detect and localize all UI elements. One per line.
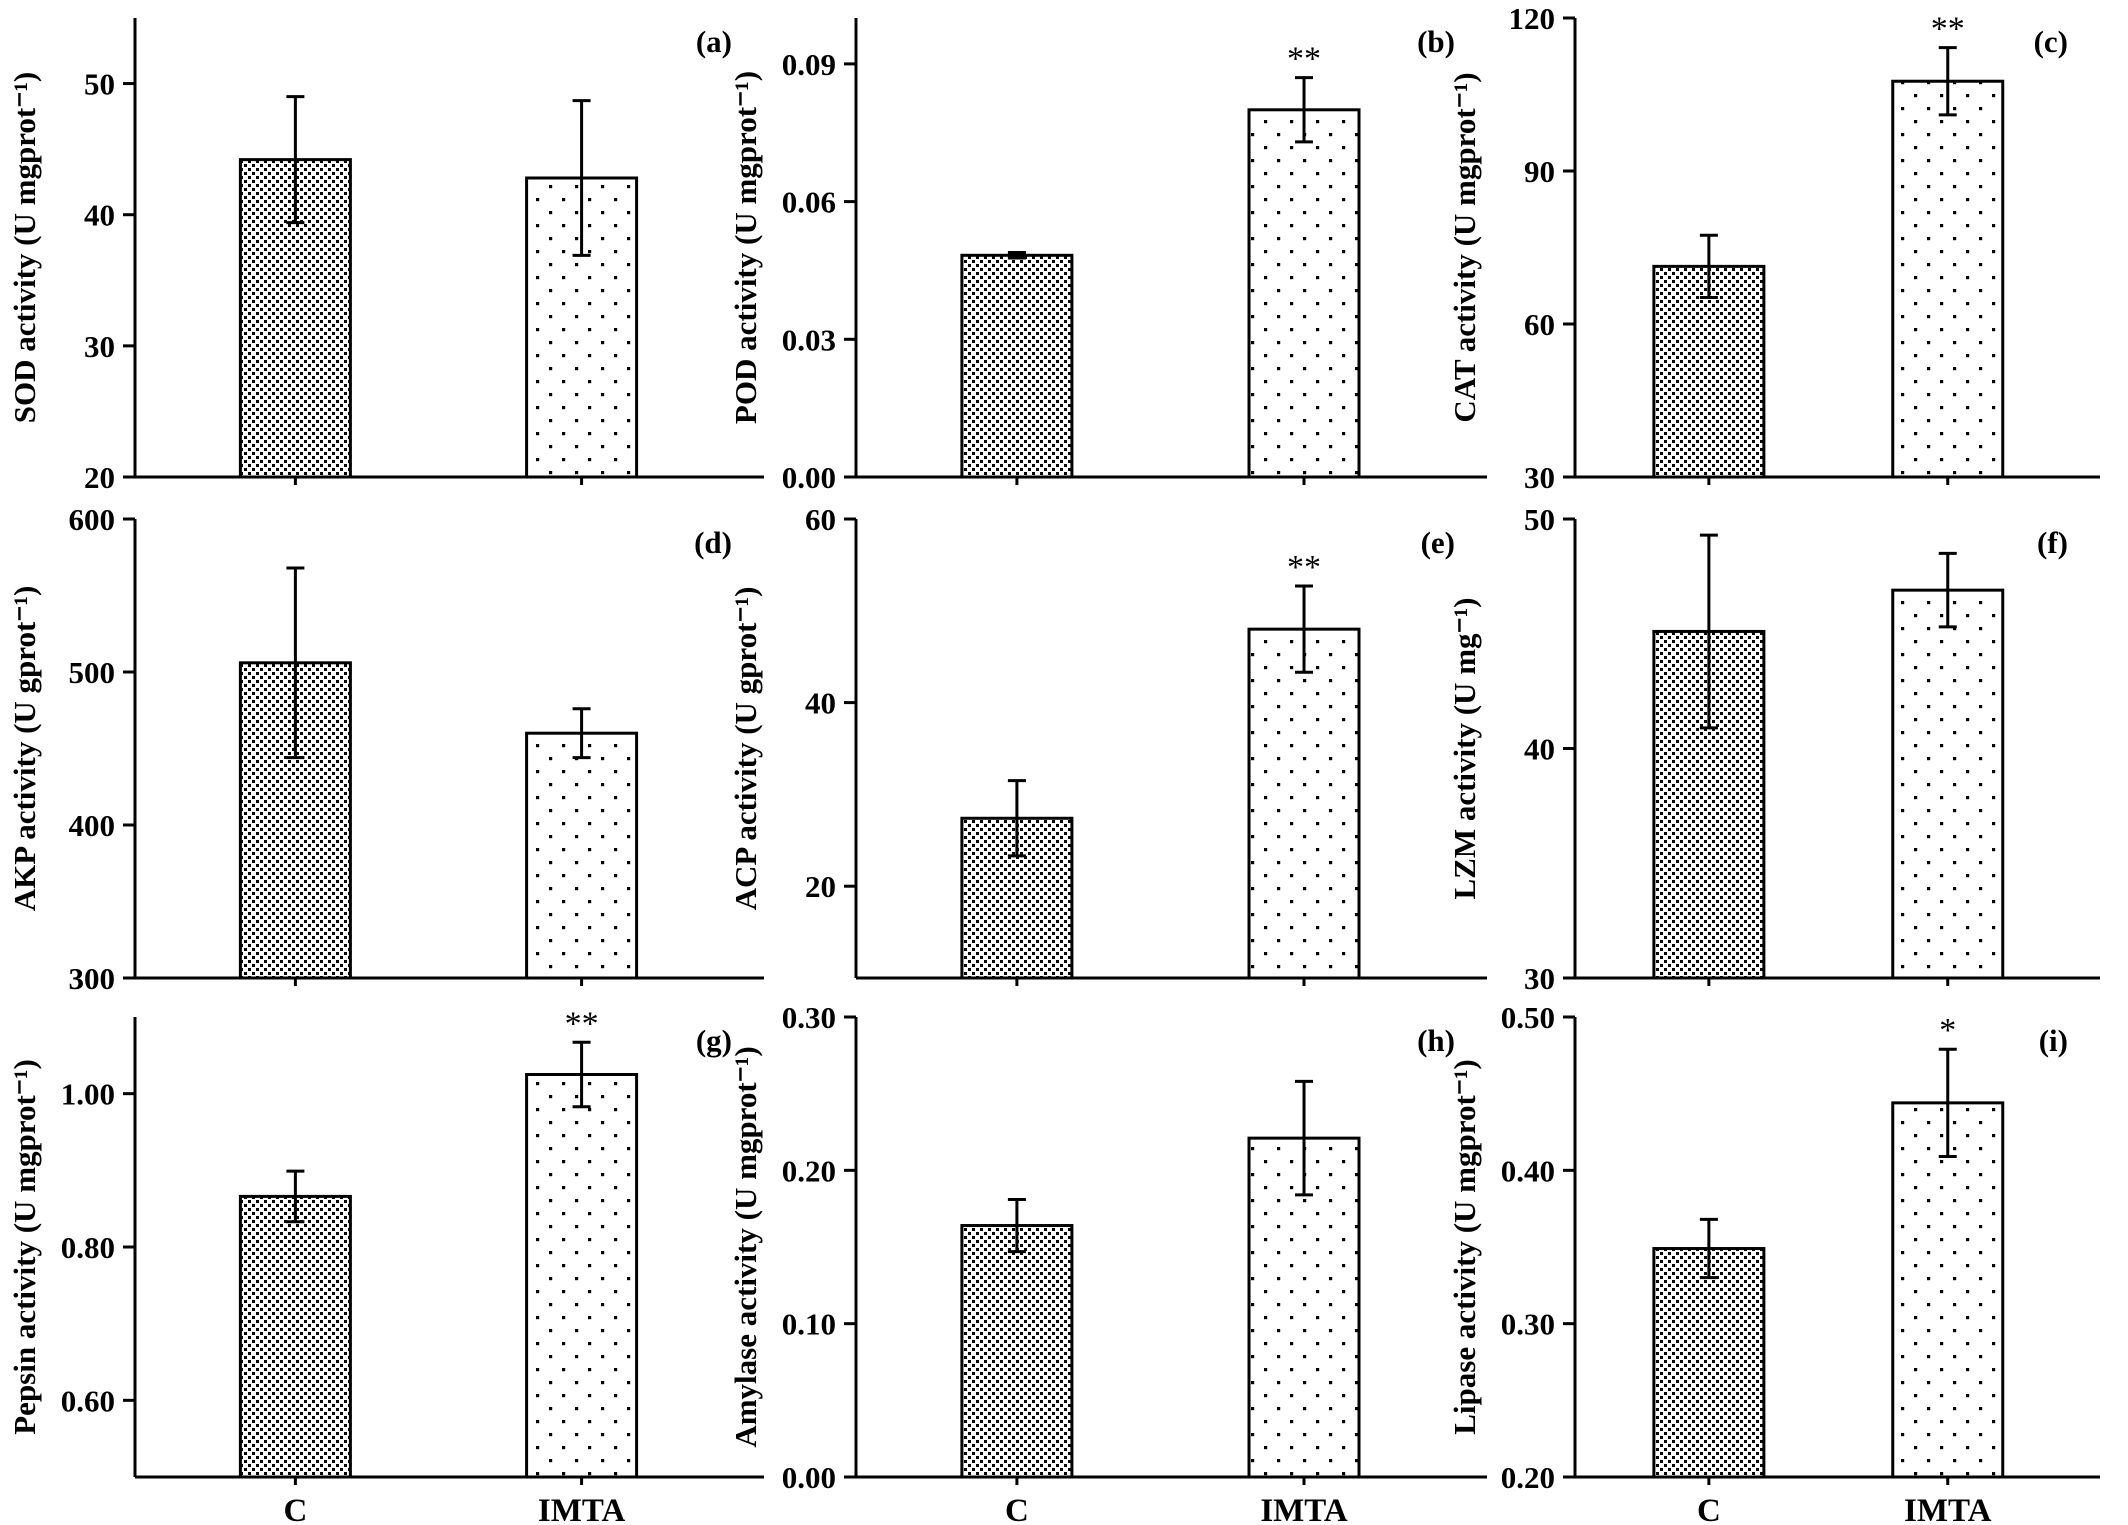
bar-imta [1891, 588, 2005, 980]
y-tick-label: 0.00 [782, 460, 836, 495]
chart-panel-6: 30 40 50 (f) LZM activity (U mg⁻¹) [1447, 502, 2100, 996]
x-tick-label: IMTA [538, 1493, 626, 1525]
y-tick-label: 40 [1524, 732, 1555, 767]
chart-panel-2: ** 0.00 0.03 0.06 0.09 (b) POD activity (U mgp… [728, 18, 1487, 495]
bar-imta [1247, 108, 1361, 479]
y-tick-label: 40 [84, 198, 115, 233]
y-tick-label: 90 [1524, 154, 1555, 189]
y-tick-label: 30 [84, 329, 115, 364]
y-tick-label: 0.20 [1501, 1460, 1555, 1495]
y-axis-label: AKP activity (U gprot⁻¹) [7, 586, 42, 912]
x-tick-label: IMTA [1260, 1493, 1348, 1525]
y-tick-label: 60 [805, 502, 836, 537]
x-tick-label: C [283, 1493, 307, 1525]
significance-marker: ** [565, 1005, 599, 1042]
y-axis-label: Pepsin activity (U mgprot⁻¹) [7, 1059, 42, 1435]
y-tick-label: 30 [1524, 460, 1555, 495]
y-tick-label: 50 [1524, 502, 1555, 537]
bar-c [238, 1194, 352, 1479]
y-tick-label: 0.30 [782, 1000, 836, 1035]
chart-panel-8: 0.00 0.10 0.20 0.30 C IMTA (h) Amylase activity… [728, 1000, 1487, 1525]
bar-c [960, 1224, 1074, 1479]
y-tick-label: 0.09 [782, 47, 836, 82]
panel-label: (g) [696, 1023, 732, 1058]
bar-imta [525, 731, 639, 980]
y-tick-label: 0.10 [782, 1307, 836, 1342]
y-tick-label: 40 [805, 686, 836, 721]
chart-panel-7: ** 0.60 0.80 1.00 C IMTA (g) Pepsin activity (U… [7, 1005, 764, 1525]
y-axis-label: LZM activity (U mg⁻¹) [1447, 597, 1482, 899]
y-tick-label: 0.60 [61, 1383, 115, 1418]
bar-c [1652, 1247, 1766, 1479]
chart-panel-9: * 0.20 0.30 0.40 0.50 C IMTA (i) Lipase activity… [1447, 1000, 2100, 1525]
y-axis-label: Lipase activity (U mgprot⁻¹) [1447, 1059, 1482, 1435]
x-tick-label: C [1005, 1493, 1029, 1525]
y-tick-label: 0.50 [1501, 1000, 1555, 1035]
y-tick-label: 0.03 [782, 322, 836, 357]
panel-label: (d) [694, 525, 732, 560]
panel-label: (h) [1417, 1023, 1455, 1058]
y-tick-label: 0.06 [782, 185, 836, 220]
y-axis-label: SOD activity (U mgprot⁻¹) [7, 72, 42, 423]
bar-c [960, 253, 1074, 479]
chart-panel-4: 300 400 500 600 (d) AKP activity (U gprot⁻¹) [7, 502, 764, 996]
x-tick-label: C [1697, 1493, 1721, 1525]
y-tick-label: 500 [69, 655, 116, 690]
panel-label: (f) [2037, 525, 2068, 560]
panel-label: (i) [2039, 1023, 2068, 1058]
x-tick-label: IMTA [1904, 1493, 1992, 1525]
significance-marker: ** [1931, 11, 1965, 48]
y-tick-label: 60 [1524, 307, 1555, 342]
y-tick-label: 300 [69, 961, 116, 996]
panel-label: (c) [2034, 24, 2068, 59]
significance-marker: * [1939, 1012, 1956, 1049]
chart-panel-3: ** 30 60 90 120 (c) CAT activity (U mgprot⁻¹) [1447, 1, 2100, 495]
y-tick-label: 0.80 [61, 1230, 115, 1265]
y-axis-label: Amylase activity (U mgprot⁻¹) [728, 1046, 763, 1447]
y-tick-label: 0.00 [782, 1460, 836, 1495]
y-tick-label: 50 [84, 67, 115, 102]
panel-label: (e) [1421, 525, 1455, 560]
y-tick-label: 0.40 [1501, 1153, 1555, 1188]
y-tick-label: 20 [805, 869, 836, 904]
y-tick-label: 0.20 [782, 1153, 836, 1188]
significance-marker: ** [1287, 41, 1321, 78]
bar-imta [525, 1073, 639, 1479]
y-axis-label: POD activity (U mgprot⁻¹) [728, 71, 763, 424]
y-tick-label: 400 [69, 808, 116, 843]
panel-label: (a) [696, 24, 732, 59]
y-axis-label: CAT activity (U mgprot⁻¹) [1447, 72, 1482, 422]
y-tick-label: 0.30 [1501, 1307, 1555, 1342]
bar-imta [1891, 79, 2005, 479]
chart-panel-5: ** 20 40 60 (e) ACP activity (U gprot⁻¹) [728, 502, 1487, 986]
y-tick-label: 20 [84, 460, 115, 495]
bar-imta [1247, 627, 1361, 980]
y-tick-label: 600 [69, 502, 116, 537]
panel-label: (b) [1417, 24, 1455, 59]
y-tick-label: 1.00 [61, 1077, 115, 1112]
y-tick-label: 120 [1509, 1, 1556, 36]
significance-marker: ** [1287, 549, 1321, 586]
y-tick-label: 30 [1524, 961, 1555, 996]
bar-imta [1891, 1101, 2005, 1479]
chart-panel-1: 20 30 40 50 (a) SOD activity (U mgprot⁻¹) [7, 18, 764, 495]
y-axis-label: ACP activity (U gprot⁻¹) [728, 587, 763, 911]
